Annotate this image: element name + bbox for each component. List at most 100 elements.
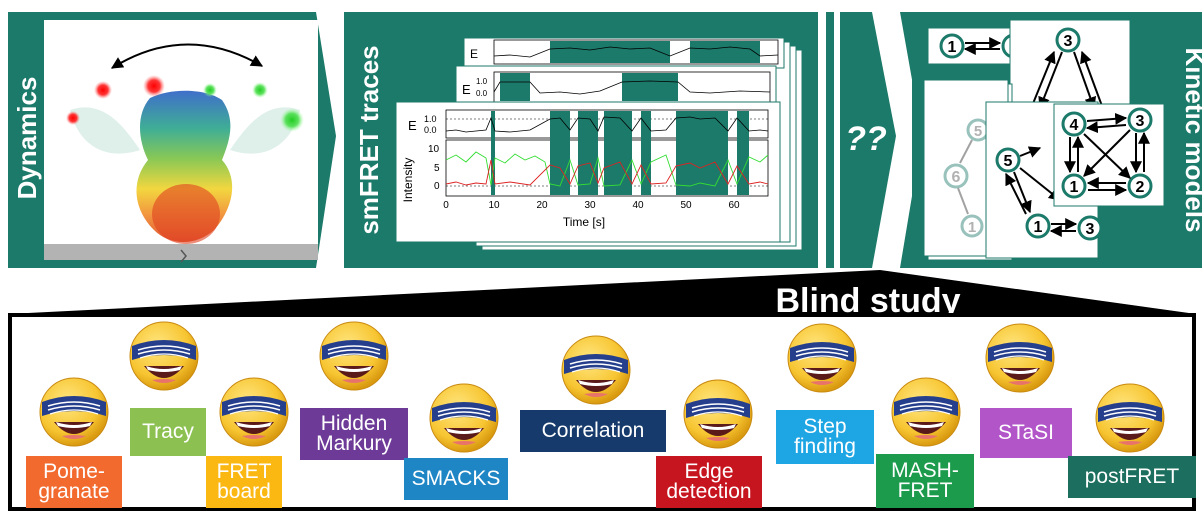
four-state-node-2 [1127,173,1153,199]
middle-card-state-band-1 [500,73,530,101]
front-int-tick-5: 5 [434,163,440,174]
donor-dye-center [203,83,217,97]
blindfolded-emoji-icon [219,377,289,447]
three-state-node-3 [1055,27,1081,53]
participant-face [886,372,966,457]
protein-core [152,184,220,244]
tool-label-box: Edge detection [656,456,762,508]
five-state-arrow-5-1 [1013,171,1032,214]
front-e-tick-lo: 0.0 [424,125,437,135]
blind-study-banner: Blind study [8,270,1196,511]
dynamics-label: Dynamics [12,77,42,200]
front-band-5 [641,111,651,195]
x-axis-label: Time [s] [563,215,605,229]
tool-name: postFRET [1084,465,1180,488]
surface-tether [180,249,187,263]
trace-card-front: E 1.0 0.0 Intensity 10 5 0 [395,101,781,243]
blindfolded-emoji-icon [787,323,857,393]
three-state-arrow-2-3 [1080,50,1103,107]
front-e-tick-hi: 1.0 [424,114,437,124]
six-state-node-6-label: 6 [952,169,961,186]
four-state-node-4 [1061,111,1087,137]
tool-name: Tracy [142,420,194,443]
tool-name: FRET board [216,460,272,503]
tool-label-box: Correlation [520,410,666,452]
four-state-arrow-4-3 [1086,112,1128,125]
x-tick-40: 40 [632,200,644,211]
donor-dye-far-right [280,108,304,132]
participant-face [314,316,394,401]
tool-name: Pome- granate [38,460,110,503]
front-band-2 [550,111,570,195]
x-tick-0: 0 [443,200,449,211]
five-state-arrow-5-up [1019,146,1042,158]
five-state-node-3-label: 3 [1086,221,1095,238]
tool-label-box: Step finding [776,410,874,464]
participant-face [678,374,758,459]
blindfolded-emoji-icon [1095,383,1165,453]
blindfolded-emoji-icon [561,335,631,405]
surface-slab [44,244,318,260]
top-card-state-band-2 [690,41,760,63]
blind-study-box [8,313,1196,511]
acceptor-dye-far-left [66,111,80,125]
tool-label-box: SMACKS [404,458,508,500]
top-card-e-label: E [470,47,478,61]
front-green-trace [445,151,769,187]
participant-face [124,316,204,401]
tool-label-box: MASH- FRET [876,454,974,508]
two-state-node-1-label: 1 [948,39,957,56]
middle-card-state-band-2 [622,73,678,101]
x-tick-50: 50 [680,200,692,211]
model-card-four-state: 4 3 1 2 [1053,103,1165,207]
four-state-node-3 [1127,107,1153,133]
five-state-node-1 [1025,213,1051,239]
top-card-e-trace [493,46,779,58]
front-band-7 [737,111,749,195]
five-state-arrow-5-down [1019,167,1061,201]
blindfolded-emoji-icon [985,323,1055,393]
tool-label-box: STaSI [980,408,1072,458]
top-card-state-band-1 [550,41,670,63]
blindfolded-emoji-icon [891,377,961,447]
acceptor-dye-center [143,75,165,97]
three-state-arrow-1-3 [1031,50,1056,107]
tool-label-box: Hidden Markury [300,408,408,460]
four-state-node-2-label: 2 [1136,179,1145,196]
five-state-node-5-label: 5 [1004,153,1013,170]
blindfolded-emoji-icon [319,321,389,391]
six-state-edge-6-1 [957,187,969,215]
acceptor-dye-left [94,81,112,99]
kinetic-models-label: Kinetic models [1180,48,1202,233]
tool-name: MASH- FRET [891,459,959,502]
middle-card-e-label: E [462,82,471,97]
participant-face [424,378,504,463]
top-card-plot-frame [493,39,779,65]
three-state-arrow-3-2 [1073,51,1097,110]
front-band-6 [676,111,728,195]
six-state-node-6 [943,163,969,189]
front-band-1 [491,111,495,195]
donor-dye-right [252,82,268,98]
tool-name: Edge detection [666,460,752,503]
x-tick-20: 20 [536,200,548,211]
traces-stripe-1 [826,12,834,268]
five-state-node-3 [1077,215,1103,241]
six-state-edge-5-6 [959,139,973,164]
four-state-node-4-label: 4 [1070,117,1079,134]
blindfolded-emoji-icon [429,383,499,453]
front-e-label: E [408,118,417,133]
tool-label-box: FRET board [206,456,282,508]
middle-card-e-trace [493,80,771,95]
three-state-node-3-label: 3 [1064,33,1073,50]
tool-name: STaSI [997,421,1055,444]
front-int-tick-0: 0 [434,181,440,192]
two-state-node-1 [939,33,965,59]
ghost-wing-left [70,107,140,154]
front-x-ticks: 0 10 20 30 40 50 60 [443,200,740,211]
traces-arrow-tip [860,12,896,268]
three-state-arrow-3-1 [1038,51,1063,110]
front-intensity-label: Intensity [401,158,415,203]
front-red-trace [445,159,769,186]
